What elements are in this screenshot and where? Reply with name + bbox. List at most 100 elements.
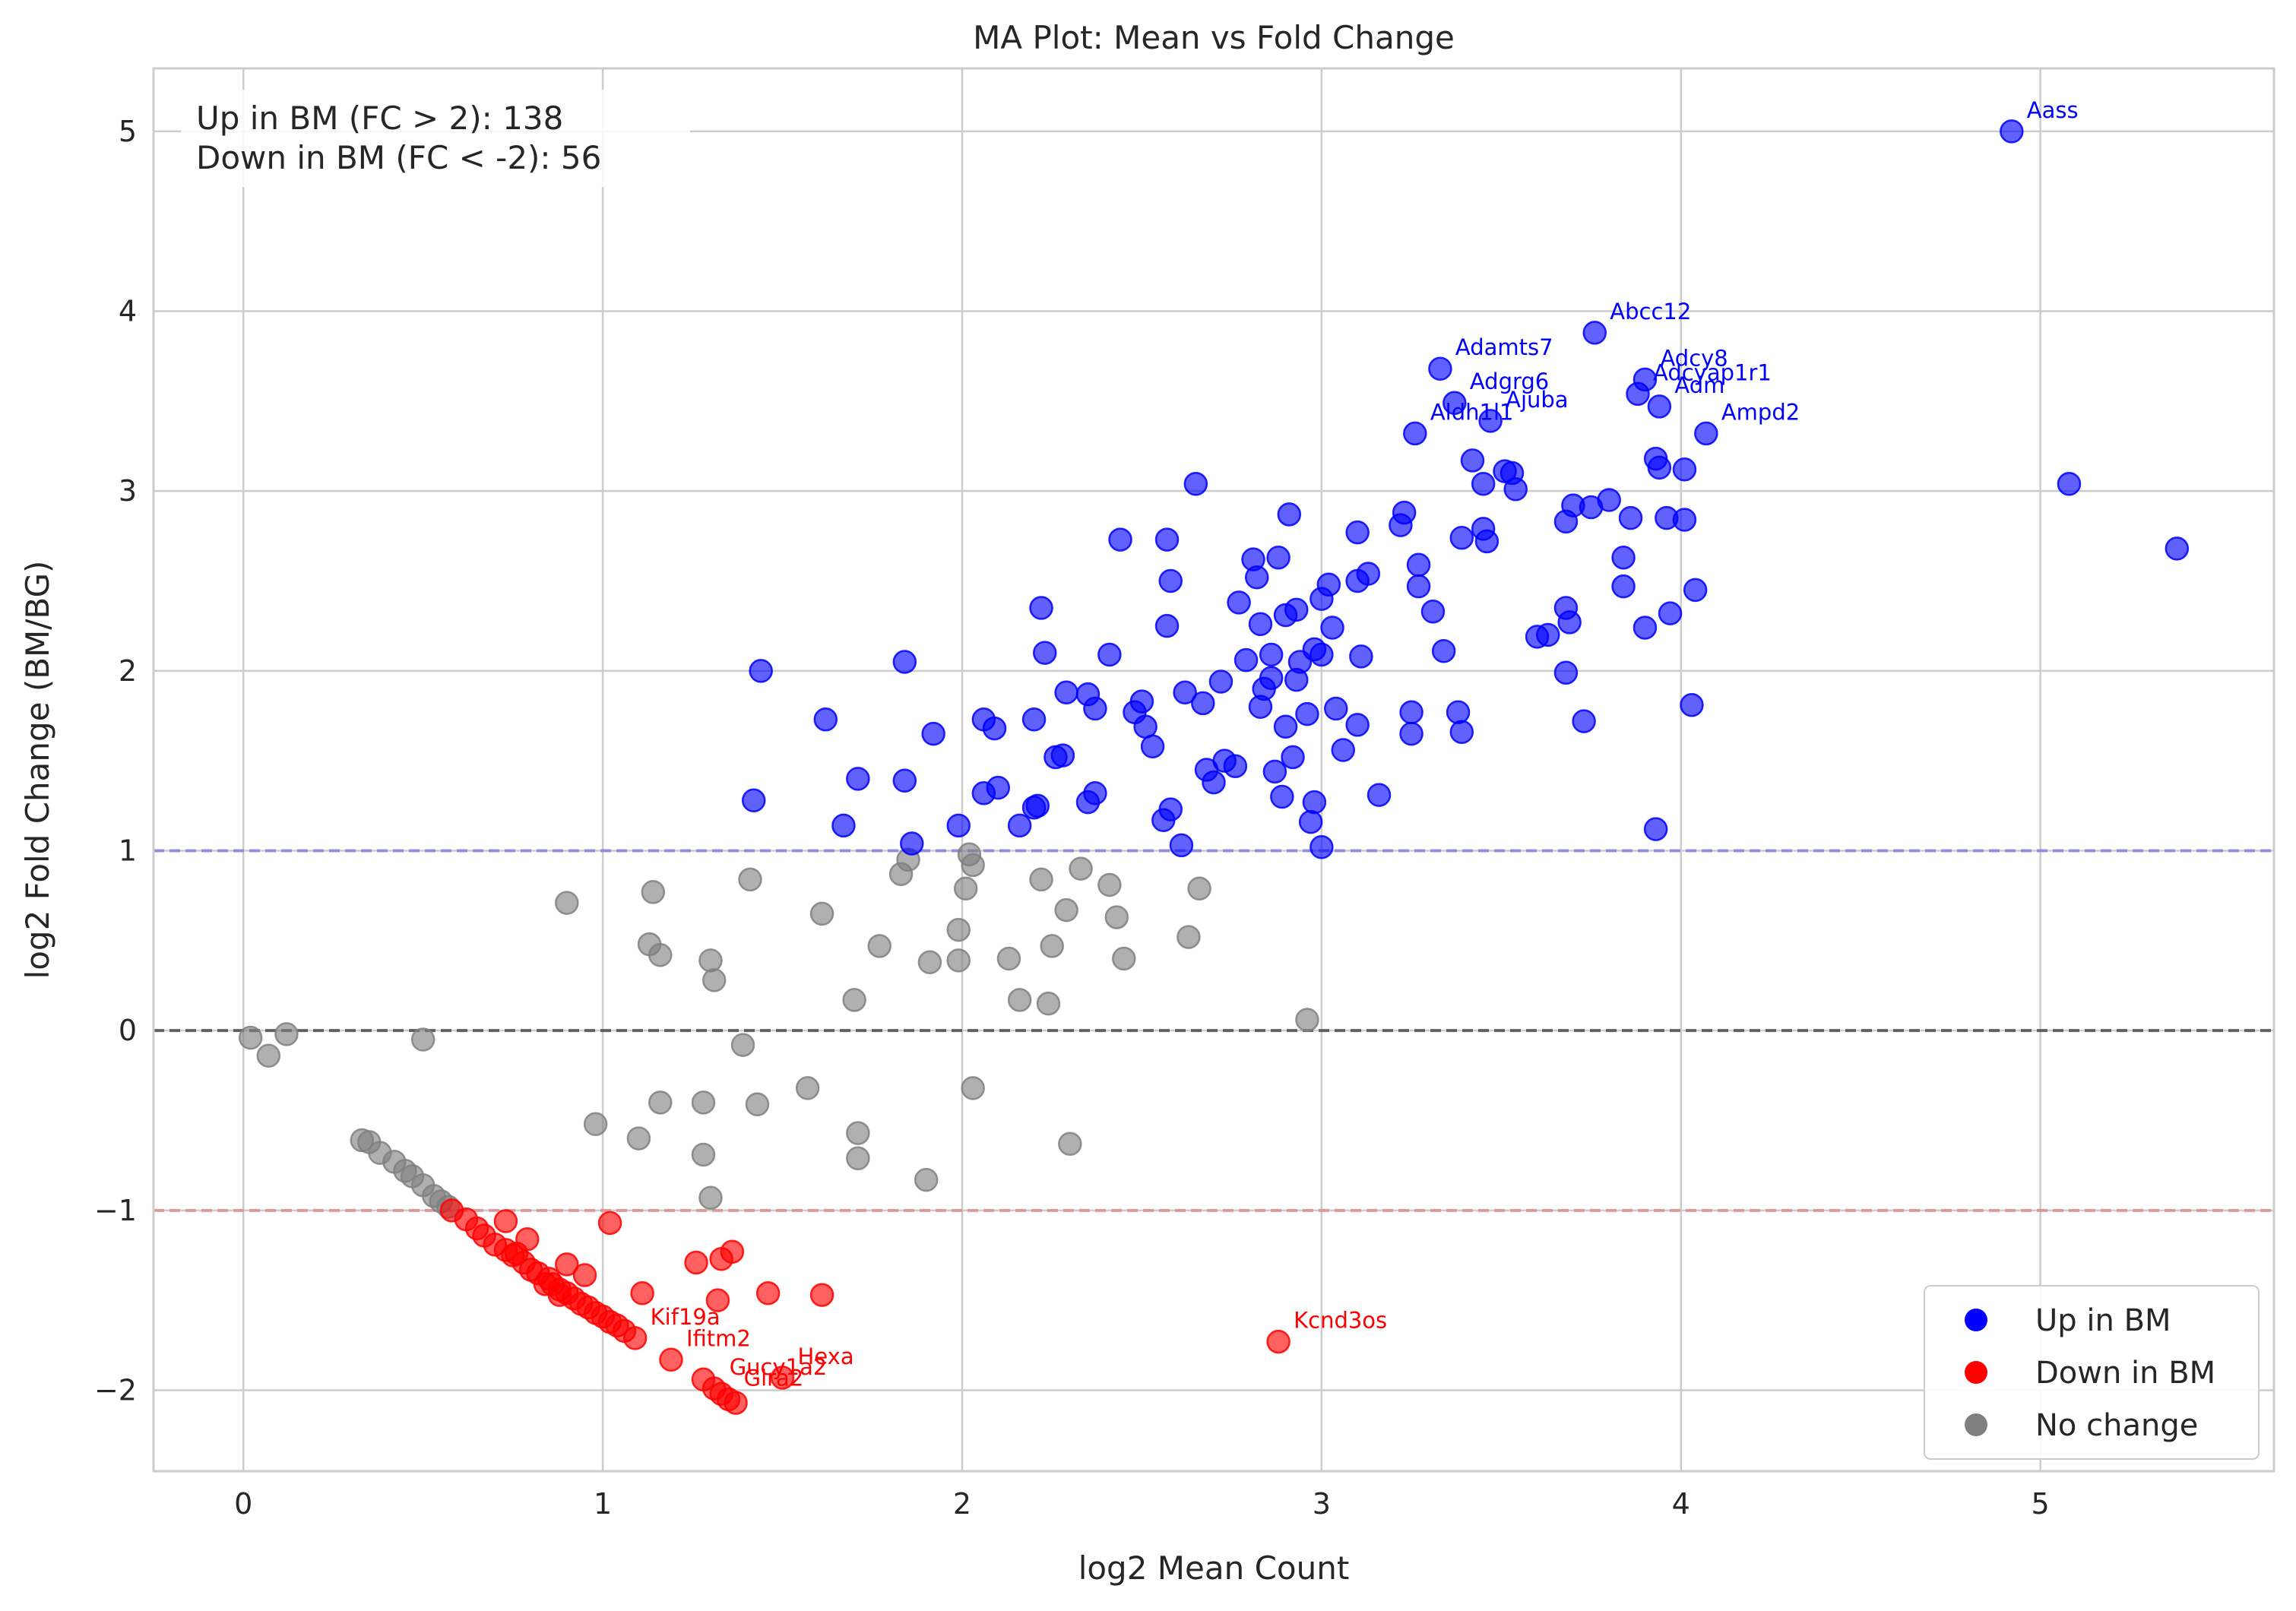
- data-point: [1191, 691, 1215, 716]
- data-point: [982, 716, 1007, 741]
- gene-label: Ampd2: [1721, 399, 1800, 425]
- data-point: [1446, 700, 1471, 725]
- data-point: [1553, 660, 1579, 685]
- data-point: [1302, 790, 1327, 815]
- data-point: [1420, 599, 1446, 624]
- data-point: [961, 853, 985, 878]
- data-point: [1536, 622, 1560, 647]
- data-point: [1266, 1329, 1291, 1354]
- data-point: [1503, 477, 1528, 502]
- y-tick-label: 3: [119, 474, 137, 508]
- data-point: [900, 831, 924, 856]
- data-point: [1277, 502, 1302, 527]
- data-point: [1643, 817, 1668, 841]
- gene-label: Ifitm2: [686, 1325, 751, 1351]
- x-tick-label: 3: [1313, 1487, 1331, 1521]
- data-point: [2165, 536, 2190, 561]
- data-point: [1133, 714, 1158, 739]
- data-point: [946, 948, 971, 973]
- y-tick-label: 2: [119, 654, 137, 688]
- data-point: [1154, 613, 1180, 638]
- gene-label: Kif19a: [651, 1304, 720, 1330]
- data-point: [745, 1092, 770, 1116]
- data-point: [701, 968, 727, 992]
- y-tick-label: 1: [119, 834, 137, 868]
- data-point: [1273, 603, 1298, 628]
- data-point: [946, 917, 971, 942]
- data-point: [1431, 639, 1456, 663]
- data-point: [2000, 119, 2024, 144]
- data-point: [946, 813, 971, 838]
- x-tick-label: 0: [234, 1487, 252, 1521]
- data-point: [684, 1250, 708, 1275]
- data-point: [1248, 612, 1273, 637]
- summary-box: Up in BM (FC > 2): 138 Down in BM (FC < …: [181, 90, 690, 187]
- summary-box-background: [181, 90, 690, 187]
- y-tick-label: 0: [119, 1014, 137, 1047]
- data-point: [1173, 680, 1197, 704]
- gene-label: Adamts7: [1455, 334, 1553, 360]
- data-point: [1680, 693, 1704, 717]
- gene-label: Abcc12: [1610, 299, 1691, 324]
- data-point: [547, 1283, 572, 1307]
- data-point: [953, 876, 978, 900]
- summary-up-count: Up in BM (FC > 2): 138: [196, 100, 563, 137]
- y-tick-label: −2: [94, 1374, 137, 1407]
- data-point: [1672, 457, 1697, 482]
- data-point: [1683, 578, 1708, 603]
- data-point: [846, 1146, 870, 1170]
- data-point: [1083, 781, 1107, 806]
- data-point: [1032, 641, 1057, 665]
- data-point: [1262, 759, 1287, 784]
- data-point: [1112, 946, 1136, 971]
- data-point: [1054, 680, 1078, 704]
- data-point: [659, 1347, 683, 1372]
- data-point: [1036, 991, 1061, 1016]
- data-point: [2057, 471, 2082, 496]
- data-point: [597, 1211, 622, 1236]
- y-axis-ticks: −2 −1 0 1 2 3 4 5: [94, 115, 137, 1407]
- data-point: [705, 1288, 730, 1312]
- data-point: [1626, 381, 1650, 407]
- data-point: [1356, 562, 1381, 586]
- data-point: [1069, 856, 1093, 881]
- data-point: [493, 1209, 518, 1233]
- data-point: [1058, 1131, 1082, 1157]
- data-point: [410, 1027, 435, 1052]
- data-point: [1611, 545, 1636, 570]
- x-tick-label: 1: [594, 1487, 612, 1521]
- plot-border: [152, 67, 2275, 1473]
- data-point: [809, 901, 834, 926]
- data-point: [831, 813, 856, 838]
- data-point: [741, 788, 766, 812]
- data-point: [1557, 610, 1582, 635]
- gene-label: Aldh1l1: [1430, 399, 1514, 425]
- data-point: [1428, 356, 1452, 381]
- data-point: [1154, 527, 1180, 552]
- data-point: [1647, 455, 1672, 480]
- y-tick-label: −1: [94, 1194, 137, 1227]
- data-point: [1403, 421, 1427, 446]
- data-point: [867, 934, 891, 958]
- data-point: [698, 1185, 723, 1211]
- x-axis-label: log2 Mean Count: [1078, 1549, 1350, 1587]
- series-up-in-bm: [741, 119, 2190, 859]
- data-point: [738, 867, 762, 892]
- legend-label-up: Up in BM: [2035, 1303, 2171, 1338]
- data-point: [1183, 471, 1208, 496]
- data-point: [1471, 471, 1496, 496]
- data-point: [1345, 713, 1370, 737]
- data-point: [1208, 669, 1234, 694]
- data-point: [809, 1283, 834, 1307]
- data-point: [504, 1241, 529, 1266]
- data-point: [892, 768, 917, 793]
- legend-label-down: Down in BM: [2035, 1356, 2215, 1391]
- data-point: [1234, 647, 1259, 673]
- gene-label: Kcnd3os: [1294, 1308, 1387, 1334]
- data-point: [996, 946, 1021, 971]
- legend-marker-no-change: [1965, 1413, 1987, 1436]
- data-point: [1007, 813, 1032, 838]
- data-point: [1349, 644, 1373, 669]
